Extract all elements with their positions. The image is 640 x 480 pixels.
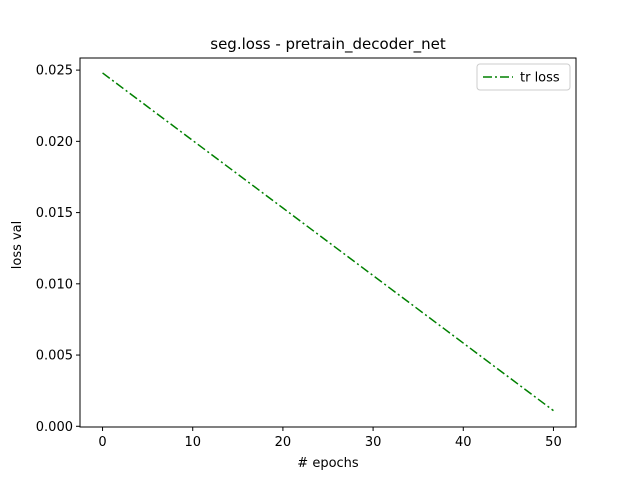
plot-frame [79, 57, 577, 428]
series-line [102, 72, 554, 412]
y-tick-label: 0.020 [36, 135, 73, 150]
y-axis-label: loss val [10, 221, 25, 270]
x-axis-label: # epochs [297, 456, 359, 471]
legend: tr loss [476, 63, 571, 91]
y-tick-label: 0.025 [36, 64, 73, 79]
x-tick-label: 30 [365, 435, 382, 450]
y-axis: 0.000 0.005 0.010 0.015 0.020 0.025 [36, 64, 80, 435]
chart-title: seg.loss - pretrain_decoder_net [210, 35, 446, 54]
y-tick-label: 0.015 [36, 206, 73, 221]
x-tick-label: 0 [98, 435, 106, 450]
x-tick-label: 40 [455, 435, 472, 450]
plot-area [102, 72, 554, 412]
legend-box [476, 63, 571, 91]
x-tick-label: 20 [275, 435, 292, 450]
y-tick-label: 0.005 [36, 349, 73, 364]
x-tick-label: 50 [545, 435, 562, 450]
y-tick-label: 0.000 [36, 420, 73, 435]
y-tick-label: 0.010 [36, 277, 73, 292]
x-tick-label: 10 [184, 435, 201, 450]
legend-label: tr loss [520, 71, 560, 86]
x-axis: 0 10 20 30 40 50 [98, 427, 562, 450]
